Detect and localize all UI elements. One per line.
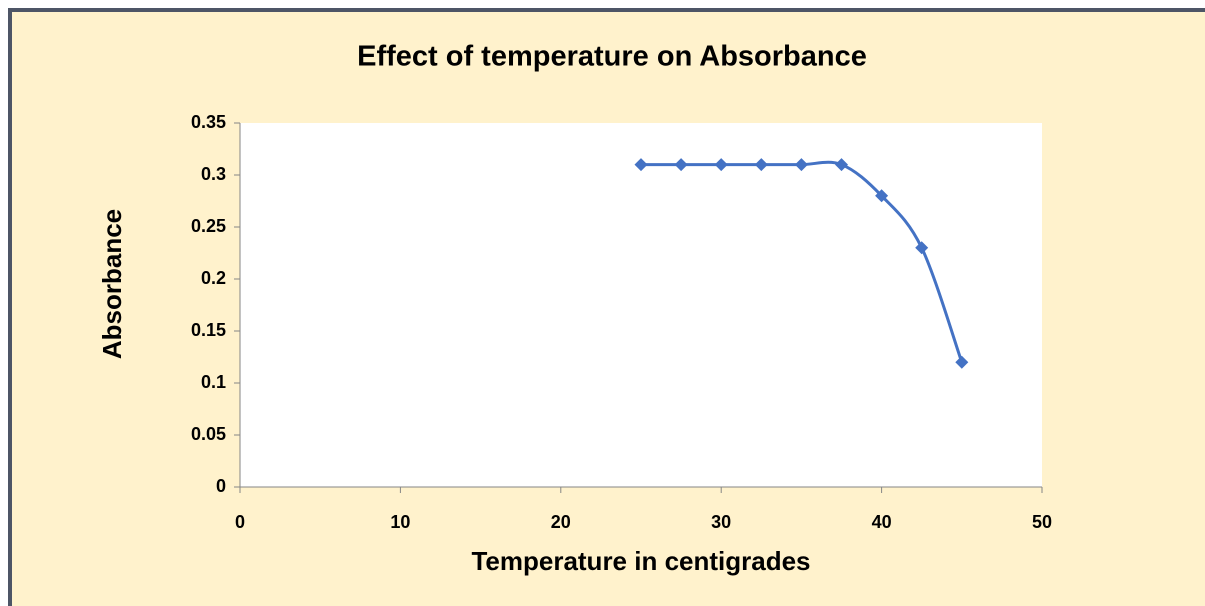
x-tick-label: 50: [1032, 512, 1052, 532]
y-tick-label: 0: [216, 476, 226, 496]
y-tick-label: 0.35: [191, 112, 226, 132]
y-tick-label: 0.1: [201, 372, 226, 392]
y-tick-label: 0.3: [201, 164, 226, 184]
x-tick-label: 40: [872, 512, 892, 532]
data-point: [835, 158, 848, 172]
y-axis-label: Absorbance: [97, 209, 127, 359]
chart-title: Effect of temperature on Absorbance: [357, 41, 867, 73]
y-tick-label: 0.15: [191, 320, 226, 340]
data-point: [674, 158, 688, 172]
y-tick-label: 0.2: [201, 268, 226, 288]
data-point: [754, 158, 768, 172]
data-point: [794, 158, 808, 172]
data-point: [634, 158, 648, 172]
data-point: [915, 241, 929, 255]
y-tick-label: 0.05: [191, 424, 226, 444]
x-tick-label: 0: [235, 512, 245, 532]
x-tick-label: 20: [551, 512, 571, 532]
x-axis-label: Temperature in centigrades: [471, 546, 810, 576]
plot-area: [240, 123, 1042, 487]
y-tick-label: 0.25: [191, 216, 226, 236]
data-point: [955, 355, 969, 369]
data-point: [714, 158, 728, 172]
data-point: [875, 189, 889, 203]
x-tick-label: 10: [390, 512, 410, 532]
x-tick-label: 30: [711, 512, 731, 532]
